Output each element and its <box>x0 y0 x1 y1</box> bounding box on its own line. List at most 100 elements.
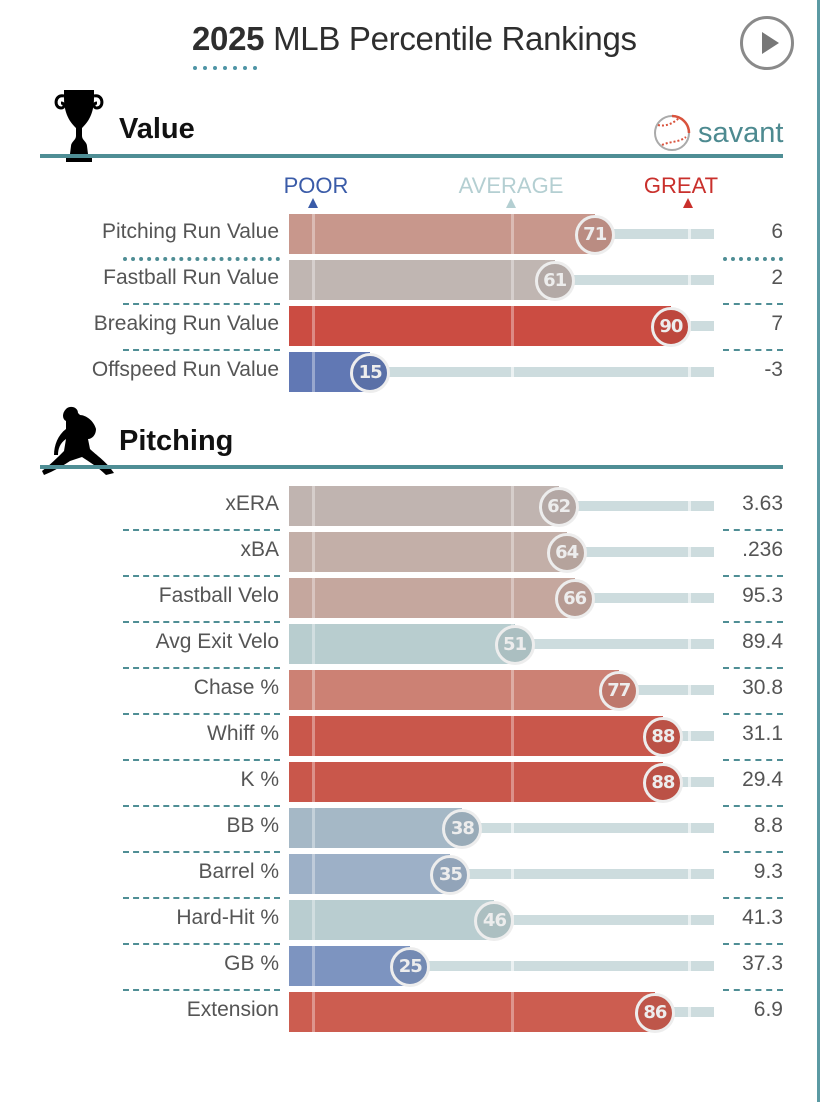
section-rule-pitching <box>40 465 783 469</box>
metric-label: BB % <box>226 814 279 837</box>
section-rule-value <box>40 154 783 158</box>
poor-arrow-icon <box>308 198 318 208</box>
percentile-bar <box>289 578 575 618</box>
scale-tick <box>511 823 514 833</box>
percentile-bar-row[interactable]: 88 <box>289 716 714 757</box>
percentile-badge: 66 <box>554 579 595 619</box>
metric-value: 37.3 <box>742 952 783 975</box>
title-underline-dots <box>193 66 257 70</box>
metric-value: 2 <box>771 266 783 289</box>
metric-value: 29.4 <box>742 768 783 791</box>
row-separator <box>123 349 280 351</box>
percentile-badge: 25 <box>390 947 431 987</box>
metric-label: Breaking Run Value <box>93 312 279 335</box>
savant-logo: savant <box>652 113 783 153</box>
metric-label: Avg Exit Velo <box>155 630 279 653</box>
percentile-bar <box>289 486 559 526</box>
percentile-bar <box>289 900 495 940</box>
percentile-bar <box>289 670 619 710</box>
scale-tick <box>511 486 514 526</box>
percentile-bar <box>289 992 655 1032</box>
percentile-badge: 38 <box>442 809 483 849</box>
section-title-pitching: Pitching <box>119 425 234 457</box>
percentile-bar <box>289 306 671 346</box>
scale-tick <box>511 306 514 346</box>
percentile-badge: 51 <box>494 625 535 665</box>
metric-label: Fastball Run Value <box>103 266 279 289</box>
metric-value: 30.8 <box>742 676 783 699</box>
percentile-bar-row[interactable]: 86 <box>289 992 714 1033</box>
scale-tick <box>688 1007 691 1017</box>
scale-tick <box>688 823 691 833</box>
percentile-bar-row[interactable]: 46 <box>289 900 714 941</box>
scale-tick <box>312 486 315 526</box>
scale-tick <box>688 869 691 879</box>
percentile-badge: 15 <box>350 353 391 393</box>
row-separator <box>723 897 783 899</box>
metric-label: GB % <box>224 952 279 975</box>
scale-tick <box>511 578 514 618</box>
scale-tick <box>688 501 691 511</box>
metric-value: 41.3 <box>742 906 783 929</box>
bar-track <box>370 367 714 377</box>
percentile-bar-row[interactable]: 62 <box>289 486 714 527</box>
scale-tick <box>688 961 691 971</box>
play-button[interactable] <box>740 16 794 70</box>
scale-label-average: AVERAGE <box>458 173 564 198</box>
scale-tick <box>688 229 691 239</box>
percentile-bar <box>289 854 451 894</box>
scale-tick <box>688 685 691 695</box>
row-separator <box>123 667 280 669</box>
percentile-badge: 77 <box>598 671 639 711</box>
percentile-bar-row[interactable]: 66 <box>289 578 714 619</box>
metric-value: 9.3 <box>753 860 783 883</box>
scale-tick <box>312 670 315 710</box>
metric-label: Barrel % <box>198 860 279 883</box>
row-separator <box>123 257 280 261</box>
percentile-badge: 90 <box>650 307 691 347</box>
percentile-bar-row[interactable]: 35 <box>289 854 714 895</box>
percentile-badge: 61 <box>534 261 575 301</box>
metric-label: Fastball Velo <box>158 584 279 607</box>
page-right-border <box>817 0 820 1102</box>
percentile-bar-row[interactable]: 38 <box>289 808 714 849</box>
percentile-bar-row[interactable]: 88 <box>289 762 714 803</box>
row-separator <box>723 851 783 853</box>
scale-tick <box>511 716 514 756</box>
row-separator <box>723 257 783 261</box>
percentile-bar-row[interactable]: 15 <box>289 352 714 393</box>
bar-track <box>594 229 714 239</box>
percentile-bar <box>289 624 515 664</box>
metric-label: Whiff % <box>207 722 279 745</box>
percentile-bar-row[interactable]: 51 <box>289 624 714 665</box>
bar-track <box>574 593 714 603</box>
row-separator <box>123 575 280 577</box>
row-separator <box>123 303 280 305</box>
percentile-bar-row[interactable]: 77 <box>289 670 714 711</box>
percentile-bar-row[interactable]: 64 <box>289 532 714 573</box>
percentile-bar <box>289 214 595 254</box>
percentile-badge: 62 <box>538 487 579 527</box>
row-separator <box>123 621 280 623</box>
percentile-bar-row[interactable]: 71 <box>289 214 714 255</box>
metric-label: Chase % <box>193 676 279 699</box>
metric-value: 89.4 <box>742 630 783 653</box>
scale-tick <box>312 946 315 986</box>
percentile-bar <box>289 808 463 848</box>
metric-value: 6.9 <box>753 998 783 1021</box>
scale-label-great: GREAT <box>643 173 719 198</box>
scale-tick <box>688 915 691 925</box>
metric-value: 6 <box>771 220 783 243</box>
percentile-bar <box>289 532 567 572</box>
percentile-bar-row[interactable]: 90 <box>289 306 714 347</box>
scale-tick <box>511 961 514 971</box>
percentile-bar-row[interactable]: 25 <box>289 946 714 987</box>
row-separator <box>123 713 280 715</box>
row-separator <box>123 897 280 899</box>
play-icon <box>762 32 779 54</box>
percentile-bar-row[interactable]: 61 <box>289 260 714 301</box>
percentile-bar <box>289 260 555 300</box>
title-year: 2025 <box>192 20 265 57</box>
percentile-bar <box>289 716 663 756</box>
scale-tick <box>511 992 514 1032</box>
